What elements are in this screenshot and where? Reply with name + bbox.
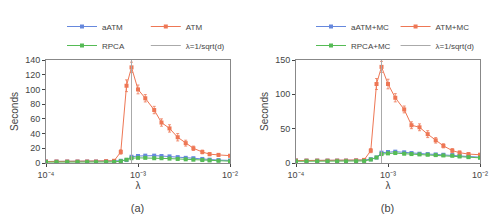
svg-text:0: 0 xyxy=(35,158,40,168)
svg-text:150: 150 xyxy=(275,55,290,65)
svg-text:20: 20 xyxy=(30,143,40,153)
svg-text:λ: λ xyxy=(136,180,141,191)
svg-text:aATM+MC: aATM+MC xyxy=(351,23,389,32)
svg-text:0: 0 xyxy=(285,158,290,168)
svg-text:80: 80 xyxy=(30,99,40,109)
svg-text:140: 140 xyxy=(25,55,40,65)
svg-text:10⁻³: 10⁻³ xyxy=(380,170,396,180)
svg-text:100: 100 xyxy=(275,89,290,99)
svg-text:(b): (b) xyxy=(381,202,394,214)
svg-text:50: 50 xyxy=(280,124,290,134)
svg-text:λ: λ xyxy=(386,180,391,191)
svg-text:10⁻³: 10⁻³ xyxy=(130,170,146,180)
svg-text:RPCA: RPCA xyxy=(102,42,125,51)
svg-text:aATM: aATM xyxy=(102,23,123,32)
svg-text:100: 100 xyxy=(25,85,40,95)
svg-text:Seconds: Seconds xyxy=(9,92,20,131)
svg-text:120: 120 xyxy=(25,70,40,80)
svg-text:40: 40 xyxy=(30,129,40,139)
svg-text:λ=1/sqrt(d): λ=1/sqrt(d) xyxy=(186,42,225,51)
svg-text:λ=1/sqrt(d): λ=1/sqrt(d) xyxy=(436,42,475,51)
svg-text:(a): (a) xyxy=(131,202,144,214)
svg-text:10⁻⁴: 10⁻⁴ xyxy=(288,170,305,180)
svg-text:RPCA+MC: RPCA+MC xyxy=(351,42,391,51)
svg-text:10⁻⁴: 10⁻⁴ xyxy=(38,170,55,180)
svg-text:ATM+MC: ATM+MC xyxy=(436,23,470,32)
svg-text:10⁻²: 10⁻² xyxy=(472,170,488,180)
svg-text:Seconds: Seconds xyxy=(259,92,270,131)
svg-text:10⁻²: 10⁻² xyxy=(222,170,238,180)
svg-text:ATM: ATM xyxy=(186,23,203,32)
svg-text:60: 60 xyxy=(30,114,40,124)
